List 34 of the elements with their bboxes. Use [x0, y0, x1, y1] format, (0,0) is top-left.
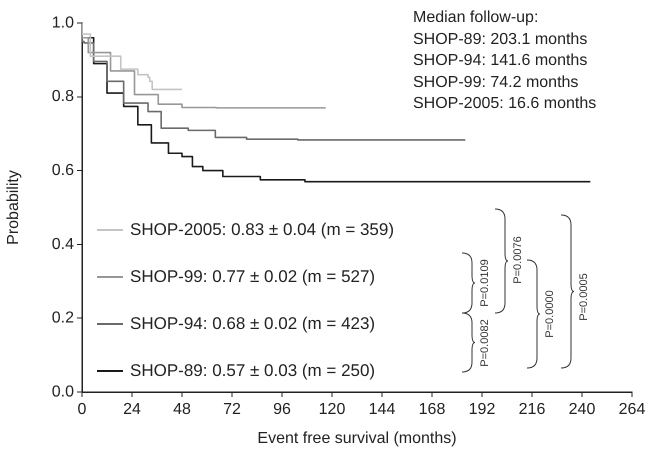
x-tick-label: 48: [173, 401, 191, 418]
x-tick-label: 72: [223, 401, 241, 418]
y-tick-label: 0.2: [52, 310, 74, 327]
x-tick-label: 192: [468, 401, 496, 418]
y-axis-title: Probability: [5, 170, 22, 245]
legend-label: SHOP-94: 0.68 ± 0.02 (m = 423): [130, 314, 376, 334]
annotation: SHOP-94: 141.6 months: [413, 51, 588, 71]
annotation: P=0.0109: [479, 259, 491, 307]
y-tick-label: 0.6: [52, 162, 74, 180]
x-tick-label: 168: [418, 401, 446, 418]
annotation: SHOP-89: 203.1 months: [413, 30, 588, 50]
legend-label: SHOP-89: 0.57 ± 0.03 (m = 250): [130, 360, 376, 380]
annotation: P=0.0082: [479, 319, 491, 367]
annotation: Median follow-up:: [413, 8, 540, 28]
x-axis-title: Event free survival (months): [257, 430, 457, 447]
x-tick-label: 120: [318, 401, 346, 418]
legend-label: SHOP-99: 0.77 ± 0.02 (m = 527): [130, 266, 376, 286]
x-tick-label: 144: [368, 401, 396, 418]
annotation: P=0.0005: [578, 273, 590, 321]
y-tick-label: 1.0: [52, 14, 74, 32]
x-tick-label: 240: [568, 401, 596, 418]
annotation: SHOP-99: 74.2 months: [413, 72, 580, 92]
annotation: P=0.0000: [544, 290, 556, 338]
x-tick-label: 24: [123, 401, 141, 418]
x-tick-label: 216: [518, 401, 546, 418]
y-tick-label: 0.4: [52, 236, 74, 253]
annotation: SHOP-2005: 16.6 months: [413, 94, 596, 114]
x-tick-label: 0: [78, 401, 87, 418]
legend-label: SHOP-2005: 0.83 ± 0.04 (m = 359): [130, 220, 394, 240]
x-tick-label: 96: [273, 401, 291, 418]
y-tick-label: 0.0: [52, 383, 74, 400]
x-tick-label: 264: [618, 401, 646, 418]
y-tick-label: 0.8: [52, 88, 74, 106]
annotation: P=0.0076: [512, 236, 524, 284]
